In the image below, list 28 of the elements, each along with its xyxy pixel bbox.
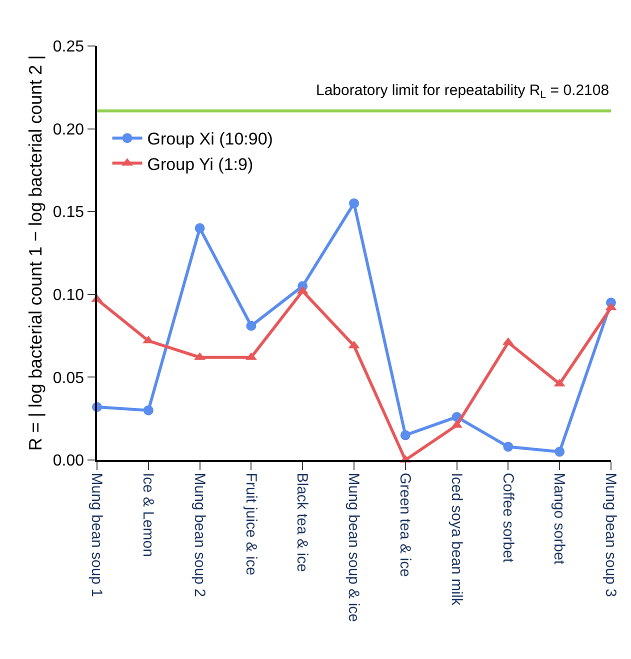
point	[246, 320, 256, 331]
y-tick-label: 0.10	[52, 287, 84, 304]
point	[503, 442, 514, 452]
y-tick-label: 0.15	[52, 204, 84, 222]
x-tick-label: Ice & Lemon	[140, 472, 157, 557]
x-tick-label: Mung bean soup 3	[602, 472, 620, 598]
point	[143, 405, 154, 416]
legend-label: Group Yi (1:9)	[147, 154, 254, 174]
y-tick-label: 0.25	[52, 38, 84, 56]
y-tick-label: 0.20	[52, 121, 84, 138]
x-tick-label: Iced soya bean milk	[448, 472, 465, 606]
point	[349, 198, 359, 208]
ref-line-label: Laboratory limit for repeatability R$_{L}$ = 0.2108	[316, 82, 610, 102]
x-tick-label: Mung bean soup 2	[190, 472, 208, 598]
y-axis-title: R = | log bacterial count 1 − log bacterial count 2 |	[26, 55, 46, 451]
point	[554, 446, 565, 457]
y-tick-label: 0.05	[52, 370, 84, 387]
x-tick-label: Mango sorbet	[550, 472, 568, 566]
point	[194, 223, 205, 234]
x-tick-label: Coffee sorbet	[499, 472, 516, 564]
point	[400, 430, 410, 440]
y-tick-label: 0.00	[52, 452, 84, 470]
x-tick-label: Mung bean soup & ice	[345, 472, 362, 622]
x-tick-label: Mung bean soup 1	[88, 472, 106, 598]
x-tick-label: Green tea & ice	[396, 472, 414, 577]
x-tick-label: Fruit juice & ice	[242, 472, 260, 576]
x-tick-label: Black tea & ice	[294, 472, 311, 572]
legend-label: Group Xi (10:90)	[147, 130, 273, 149]
